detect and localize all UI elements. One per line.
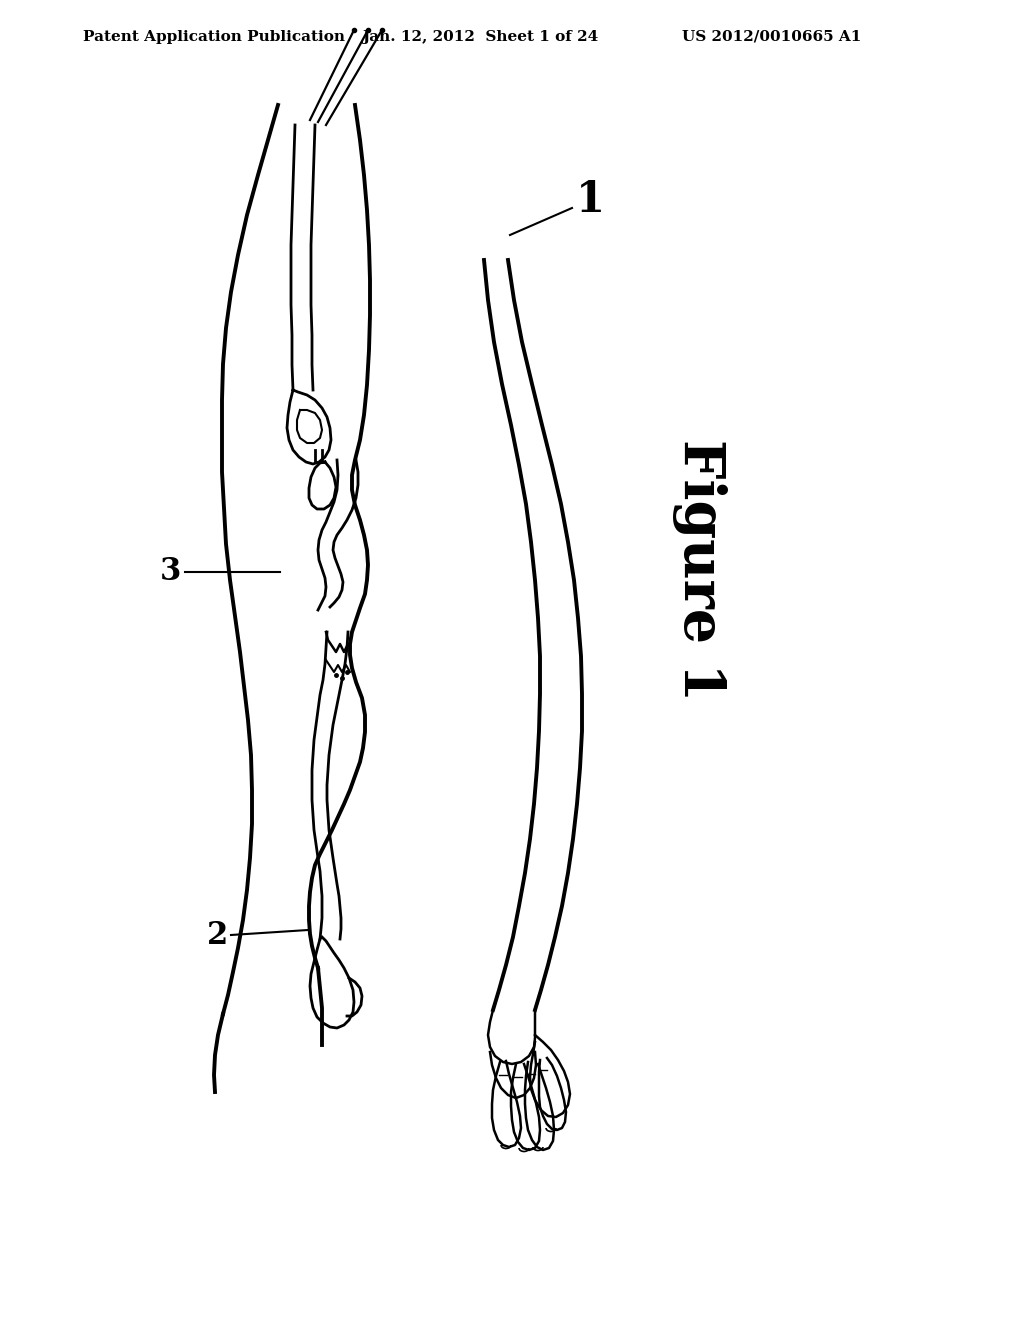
Text: Figure 1: Figure 1 <box>673 440 727 701</box>
Text: 3: 3 <box>160 557 180 587</box>
Text: 2: 2 <box>208 920 228 950</box>
Text: Patent Application Publication: Patent Application Publication <box>83 30 345 44</box>
Text: Jan. 12, 2012  Sheet 1 of 24: Jan. 12, 2012 Sheet 1 of 24 <box>362 30 598 44</box>
Text: US 2012/0010665 A1: US 2012/0010665 A1 <box>682 30 861 44</box>
Text: 1: 1 <box>575 180 604 220</box>
